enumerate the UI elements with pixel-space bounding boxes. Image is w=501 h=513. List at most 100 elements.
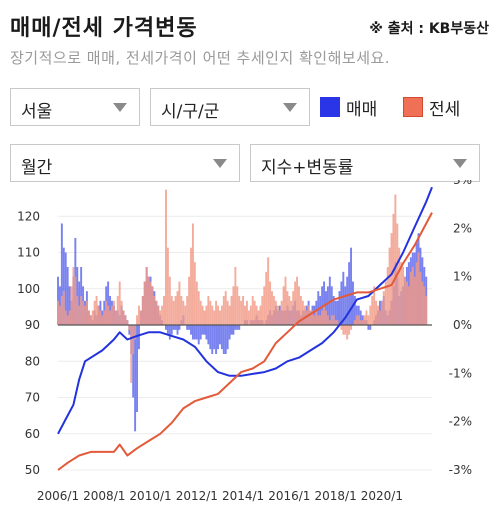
change-bar bbox=[228, 305, 231, 325]
change-bar bbox=[319, 296, 322, 325]
change-bar bbox=[218, 310, 221, 325]
change-bar bbox=[78, 305, 81, 325]
change-bar bbox=[114, 310, 117, 325]
change-bar bbox=[315, 310, 318, 325]
change-bar bbox=[195, 281, 198, 325]
change-bar bbox=[155, 300, 158, 325]
change-bar bbox=[390, 233, 393, 325]
change-bar bbox=[325, 310, 327, 325]
change-bar bbox=[66, 267, 69, 325]
change-bar bbox=[371, 296, 374, 325]
district-select[interactable]: 시/구/군 bbox=[150, 88, 310, 126]
change-bar bbox=[417, 252, 420, 325]
change-bar bbox=[161, 305, 164, 325]
change-bar bbox=[176, 325, 179, 335]
change-bar bbox=[247, 310, 250, 325]
change-bar bbox=[130, 325, 133, 383]
change-bar bbox=[166, 247, 169, 325]
legend-label-jeonse: 전세 bbox=[429, 100, 461, 120]
change-bar bbox=[257, 310, 260, 325]
change-bar bbox=[163, 296, 165, 325]
change-bar bbox=[263, 286, 266, 325]
change-bar bbox=[261, 296, 264, 325]
change-bar bbox=[213, 325, 216, 350]
chevron-down-icon bbox=[453, 159, 467, 168]
change-bar bbox=[170, 296, 173, 325]
change-bar bbox=[143, 281, 146, 325]
y-right-tick-label: 1% bbox=[453, 270, 472, 284]
change-bar bbox=[278, 310, 281, 325]
change-bar bbox=[126, 320, 129, 325]
region-select-value: 서울 bbox=[21, 102, 53, 122]
change-bar bbox=[242, 296, 245, 325]
change-bar bbox=[122, 310, 125, 325]
change-bar bbox=[367, 325, 370, 330]
change-bar bbox=[58, 286, 61, 325]
change-bar bbox=[166, 325, 169, 335]
y-right-tick-label: 0% bbox=[453, 318, 472, 332]
change-bar bbox=[138, 305, 140, 325]
y-right-tick-label: 3% bbox=[453, 180, 472, 187]
change-bar bbox=[76, 296, 79, 325]
source-note: ※ 출처 : KB부동산 bbox=[369, 21, 489, 37]
change-bar bbox=[68, 286, 71, 325]
change-bar bbox=[191, 325, 194, 340]
change-bar bbox=[60, 296, 63, 325]
y-left-tick-label: 50 bbox=[25, 463, 40, 477]
legend-label-sale: 매매 bbox=[346, 100, 378, 120]
x-tick-label: 2018/1 bbox=[314, 489, 356, 503]
change-bar bbox=[340, 281, 343, 325]
x-tick-label: 2016/1 bbox=[268, 489, 310, 503]
change-bar bbox=[182, 300, 185, 325]
change-bar bbox=[74, 276, 77, 325]
change-bar bbox=[138, 325, 140, 350]
change-bar bbox=[193, 262, 196, 325]
change-bar bbox=[249, 305, 252, 325]
index-line bbox=[57, 212, 433, 471]
change-bar bbox=[352, 281, 354, 325]
change-bar bbox=[282, 286, 285, 325]
change-bar bbox=[124, 315, 127, 325]
change-bar bbox=[211, 325, 214, 354]
period-select[interactable]: 월간 bbox=[10, 144, 240, 182]
change-bar bbox=[207, 325, 210, 345]
change-bar bbox=[236, 325, 239, 330]
change-bar bbox=[348, 325, 351, 335]
change-bar bbox=[421, 281, 424, 325]
change-bar bbox=[226, 300, 229, 325]
chevron-down-icon bbox=[213, 159, 227, 168]
change-bar bbox=[107, 281, 110, 325]
change-bar bbox=[346, 325, 349, 340]
change-bar bbox=[188, 325, 191, 330]
change-bar bbox=[359, 310, 362, 325]
change-bar bbox=[269, 281, 272, 325]
change-bar bbox=[89, 315, 92, 325]
change-bar bbox=[172, 325, 175, 330]
change-bar bbox=[109, 310, 112, 325]
change-bar bbox=[344, 325, 347, 335]
change-bar bbox=[271, 291, 273, 325]
change-bar bbox=[334, 320, 337, 325]
change-bar bbox=[398, 247, 401, 325]
change-bar bbox=[176, 291, 179, 325]
change-bar bbox=[120, 300, 123, 325]
x-tick-label: 2008/1 bbox=[83, 489, 125, 503]
region-select[interactable]: 서울 bbox=[10, 88, 140, 126]
change-bar bbox=[220, 305, 223, 325]
metric-select[interactable]: 지수+변동률 bbox=[250, 144, 480, 182]
change-bar bbox=[326, 286, 329, 325]
change-bar bbox=[298, 286, 300, 325]
change-bar bbox=[174, 296, 177, 325]
change-bar bbox=[405, 281, 408, 325]
change-bar bbox=[340, 325, 343, 330]
change-bar bbox=[265, 271, 268, 325]
change-bar bbox=[386, 267, 389, 325]
change-bar bbox=[195, 325, 198, 340]
change-bar bbox=[290, 300, 293, 325]
change-bar bbox=[328, 276, 331, 325]
change-bar bbox=[336, 320, 339, 325]
change-bar bbox=[145, 267, 148, 325]
change-bar bbox=[205, 325, 208, 340]
change-bar bbox=[328, 320, 331, 325]
change-bar bbox=[165, 325, 167, 330]
